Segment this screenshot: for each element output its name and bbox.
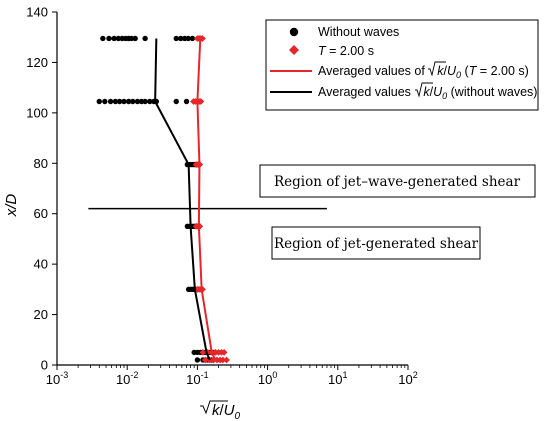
y-axis-title: x/D xyxy=(3,194,20,218)
data-point-without-waves xyxy=(115,35,122,42)
plot-frame xyxy=(56,12,408,366)
x-axis-title-k: k xyxy=(212,402,221,419)
data-point-without-waves xyxy=(102,98,108,105)
x-tick-label: 10-1 xyxy=(186,370,208,387)
data-point-without-waves xyxy=(194,357,201,363)
y-tick-label: 80 xyxy=(34,156,48,171)
data-point-without-waves xyxy=(134,98,141,105)
legend-label-avg-without: Averaged values k/U0 (without waves) xyxy=(318,85,537,101)
data-point-without-waves xyxy=(178,35,184,42)
y-tick-label: 0 xyxy=(41,358,48,373)
data-point-without-waves xyxy=(132,35,138,42)
data-point-without-waves xyxy=(116,98,123,105)
data-point-without-waves xyxy=(112,98,119,105)
avg-line-t2 xyxy=(196,38,217,361)
svg-text:k/U0: k/U0 xyxy=(212,402,241,421)
data-point-without-waves xyxy=(173,35,179,42)
x-axis-title: k/U0 xyxy=(200,400,241,421)
data-point-without-waves xyxy=(183,98,190,105)
legend: Without waves T = 2.00 s Averaged values… xyxy=(265,19,539,111)
legend-marker-without-waves xyxy=(289,27,299,37)
data-point-t2 xyxy=(199,348,207,356)
legend-sqrt-icon-t2 xyxy=(428,61,446,77)
tick-labels: 10-3 10-2 10-1 100 101 102 0 20 40 60 80 100 120 140 xyxy=(26,5,417,388)
data-point-without-waves xyxy=(147,98,153,105)
region-upper-label: Region of jet–wave-generated shear xyxy=(274,174,521,190)
region-upper-box xyxy=(259,164,536,198)
data-point-without-waves xyxy=(128,35,135,42)
data-point-without-waves xyxy=(173,98,179,105)
data-point-without-waves xyxy=(185,35,191,42)
legend-label-t2: T = 2.00 s xyxy=(318,44,374,58)
data-point-without-waves xyxy=(100,35,106,42)
x-tick-label: 10-3 xyxy=(46,370,68,387)
data-point-without-waves xyxy=(142,35,148,42)
x-tick-label: 10-2 xyxy=(116,370,138,387)
data-point-without-waves xyxy=(107,98,114,105)
data-point-without-waves xyxy=(111,35,117,42)
data-point-without-waves xyxy=(130,98,136,105)
region-lower-label: Region of jet-generated shear xyxy=(274,236,479,252)
data-point-without-waves xyxy=(106,35,112,42)
x-tick-label: 101 xyxy=(328,370,347,387)
y-tick-label: 120 xyxy=(26,55,48,70)
avg-line-without-waves xyxy=(154,38,211,361)
x-tick-label: 102 xyxy=(398,370,417,387)
data-point-t2 xyxy=(197,98,205,105)
data-point-without-waves xyxy=(125,98,132,105)
series-t2 xyxy=(190,35,230,364)
data-point-t2 xyxy=(223,356,230,364)
axis-ticks xyxy=(52,11,409,370)
y-tick-label: 140 xyxy=(26,5,48,20)
y-tick-label: 100 xyxy=(26,105,48,120)
data-point-t2 xyxy=(220,348,228,356)
legend-label-avg-t2: Averaged values of k/U0 (T = 2.00 s) xyxy=(318,64,529,80)
legend-label-without-waves: Without waves xyxy=(318,25,399,39)
y-tick-label: 40 xyxy=(34,257,48,272)
x-tick-label: 100 xyxy=(258,370,277,387)
legend-sqrt-icon-without xyxy=(415,82,433,98)
y-tick-label: 60 xyxy=(34,206,48,221)
data-point-without-waves xyxy=(121,98,127,105)
y-tick-label: 20 xyxy=(34,307,48,322)
region-annotations: Region of jet–wave-generated shear Regio… xyxy=(88,164,536,260)
data-point-without-waves xyxy=(189,35,196,42)
region-lower-box xyxy=(271,226,481,260)
legend-box xyxy=(265,19,539,111)
data-point-without-waves xyxy=(96,98,102,105)
data-point-without-waves xyxy=(142,98,148,105)
series-layer xyxy=(96,35,230,364)
